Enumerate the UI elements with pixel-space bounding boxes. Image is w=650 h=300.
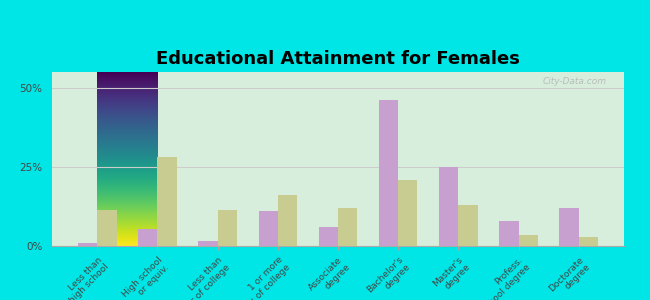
- Bar: [138, 229, 157, 246]
- Bar: [499, 221, 519, 246]
- Bar: [278, 195, 297, 246]
- Bar: [439, 167, 458, 246]
- Bar: [519, 235, 538, 246]
- Bar: [578, 236, 598, 246]
- Bar: [259, 211, 278, 246]
- Bar: [379, 100, 398, 246]
- Text: City-Data.com: City-Data.com: [543, 77, 607, 86]
- Bar: [318, 227, 338, 246]
- Bar: [338, 208, 358, 246]
- Bar: [198, 241, 218, 246]
- Bar: [458, 205, 478, 246]
- Bar: [398, 180, 417, 246]
- Bar: [218, 210, 237, 246]
- Bar: [157, 158, 177, 246]
- Bar: [98, 210, 116, 246]
- Bar: [560, 208, 578, 246]
- Bar: [78, 243, 98, 246]
- Title: Educational Attainment for Females: Educational Attainment for Females: [156, 50, 520, 68]
